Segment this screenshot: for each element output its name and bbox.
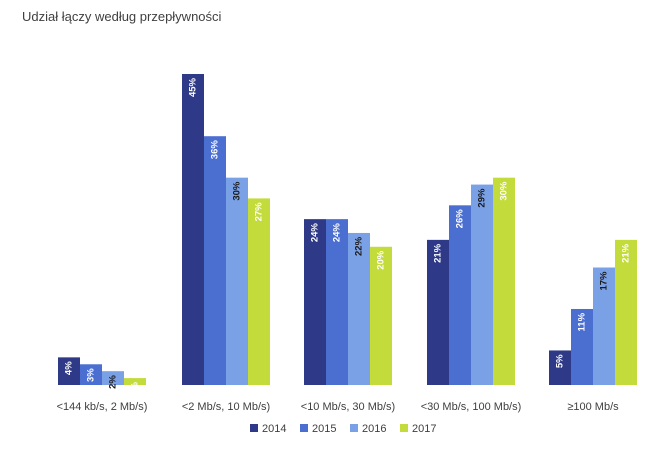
legend-label-2017: 2017 <box>412 423 436 435</box>
bar-label-2014-1: 45% <box>188 77 199 97</box>
bar-2014-0 <box>58 357 80 385</box>
legend-swatch-2014 <box>250 424 258 432</box>
bar-label-2017-4: 21% <box>621 243 632 263</box>
bar-2015-3 <box>449 205 471 385</box>
bar-2017-1 <box>248 198 270 385</box>
legend-swatch-2015 <box>300 424 308 432</box>
legend-label-2015: 2015 <box>312 423 336 435</box>
category-label-3: <30 Mb/s, 100 Mb/s) <box>421 401 522 413</box>
category-label-1: <2 Mb/s, 10 Mb/s) <box>182 401 270 413</box>
bar-2015-1 <box>204 136 226 385</box>
bar-2017-3 <box>493 177 515 385</box>
bar-label-2015-4: 11% <box>577 312 588 331</box>
bar-label-2016-1: 30% <box>232 181 243 201</box>
legend-item-2016: 2016 <box>350 423 386 435</box>
bar-2016-1 <box>226 177 248 385</box>
bar-label-2017-1: 27% <box>254 202 265 222</box>
bar-2016-3 <box>471 184 493 385</box>
bar-group-4: 5% 11% 17% 21% <box>549 239 637 385</box>
category-label-4: ≥100 Mb/s <box>567 401 619 413</box>
bar-2015-2 <box>326 219 348 385</box>
legend-swatch-2017 <box>400 424 408 432</box>
bar-group-2: 24% 24% 22% 20% <box>304 219 392 385</box>
bar-label-2014-0: 4% <box>64 361 75 375</box>
bar-label-2015-3: 26% <box>455 209 466 229</box>
bar-2016-2 <box>348 232 370 385</box>
bar-2014-1 <box>182 74 204 385</box>
legend-item-2015: 2015 <box>300 423 336 435</box>
bar-label-2016-4: 17% <box>599 271 610 291</box>
bar-2014-3 <box>427 239 449 385</box>
legend-label-2016: 2016 <box>362 423 386 435</box>
legend-item-2017: 2017 <box>400 423 436 435</box>
bar-label-2015-1: 36% <box>210 140 221 160</box>
bar-label-2015-2: 24% <box>332 223 343 243</box>
bar-2016-0 <box>102 371 124 385</box>
legend-label-2014: 2014 <box>262 423 286 435</box>
bar-2017-4 <box>615 239 637 385</box>
bar-label-2014-2: 24% <box>310 223 321 243</box>
bar-group-0: 4% 3% 2% 1% <box>58 357 146 396</box>
bar-label-2016-2: 22% <box>354 236 365 256</box>
bar-label-2014-4: 5% <box>555 354 566 368</box>
bar-2015-4 <box>571 308 593 385</box>
bar-2017-0 <box>124 378 146 385</box>
bar-label-2016-3: 29% <box>477 188 488 208</box>
legend-swatch-2016 <box>350 424 358 432</box>
bar-label-2016-0: 2% <box>108 375 119 389</box>
bar-2015-0 <box>80 364 102 385</box>
bar-2016-4 <box>593 267 615 385</box>
legend: 2014 2015 2016 2017 <box>250 423 436 435</box>
category-label-0: <144 kb/s, 2 Mb/s) <box>57 401 148 413</box>
category-label-2: <10 Mb/s, 30 Mb/s) <box>301 401 395 413</box>
bar-group-1: 45% 36% 30% 27% <box>182 74 270 385</box>
bar-label-2015-0: 3% <box>86 368 97 382</box>
bar-label-2014-3: 21% <box>433 243 444 263</box>
bar-label-2017-0: 1% <box>130 382 141 396</box>
bar-label-2017-3: 30% <box>499 181 510 201</box>
bar-2014-2 <box>304 219 326 385</box>
bar-2014-4 <box>549 350 571 385</box>
chart-title: Udział łączy według przepływności <box>22 9 222 24</box>
legend-item-2014: 2014 <box>250 423 286 435</box>
bar-label-2017-2: 20% <box>376 250 387 270</box>
bar-2017-2 <box>370 246 392 385</box>
bar-group-3: 21% 26% 29% 30% <box>427 177 515 385</box>
